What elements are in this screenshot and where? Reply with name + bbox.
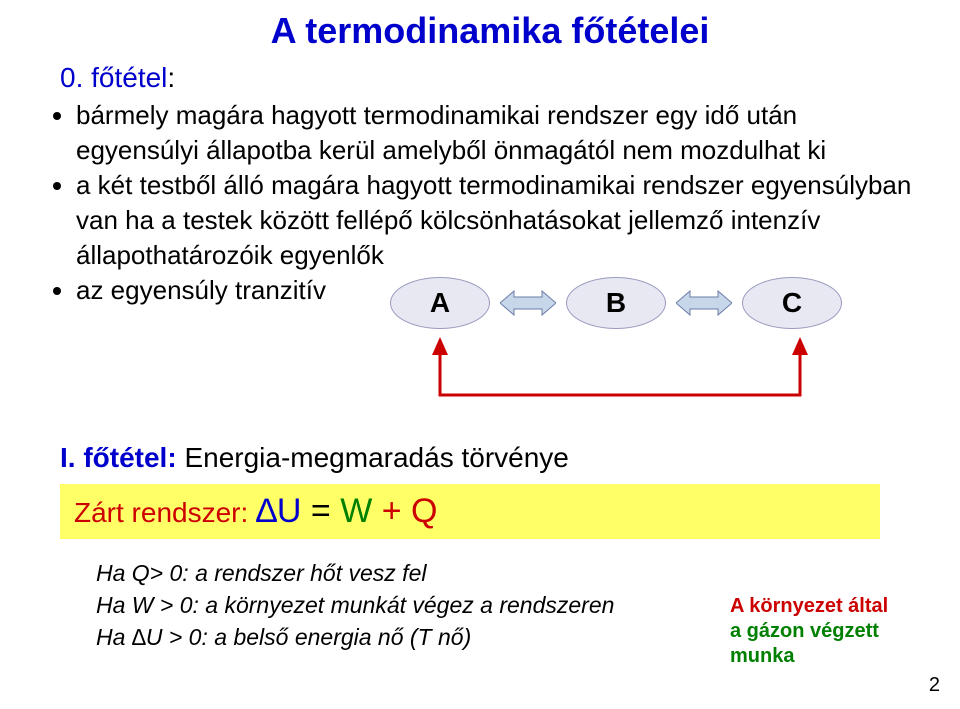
side-note-line: munka bbox=[730, 644, 930, 669]
first-law-label: I. főtétel: bbox=[60, 442, 177, 473]
side-note: A környezet által a gázon végzett munka bbox=[730, 594, 930, 669]
red-connector-icon bbox=[390, 337, 920, 412]
page-title: A termodinamika főtételei bbox=[60, 10, 920, 52]
side-note-line: A környezet által bbox=[730, 594, 930, 619]
formula-lhs: ∆U bbox=[256, 492, 301, 530]
node-b: B bbox=[566, 277, 666, 329]
title-text: A termodinamika főtételei bbox=[271, 10, 710, 51]
list-item: bármely magára hagyott termodinamikai re… bbox=[76, 98, 920, 168]
node-a: A bbox=[390, 277, 490, 329]
zero-heading: 0. főtétel: bbox=[60, 62, 920, 94]
note-line: Ha Q> 0: a rendszer hőt vesz fel bbox=[96, 557, 920, 589]
formula-plus: + bbox=[382, 492, 402, 530]
transitive-diagram: A B C bbox=[390, 277, 920, 329]
box-prefix: Zárt rendszer: bbox=[74, 497, 248, 528]
side-note-line: a gázon végzett bbox=[730, 619, 930, 644]
double-arrow-icon bbox=[676, 288, 732, 318]
double-arrow-icon bbox=[500, 288, 556, 318]
formula-w: W bbox=[340, 492, 372, 530]
formula-eq: = bbox=[311, 492, 331, 530]
node-c: C bbox=[742, 277, 842, 329]
formula-box: Zárt rendszer: ∆U = W + Q bbox=[60, 484, 880, 539]
first-law-heading: I. főtétel: Energia-megmaradás törvénye bbox=[60, 442, 920, 474]
first-law-text: Energia-megmaradás törvénye bbox=[184, 442, 568, 473]
formula-q: Q bbox=[411, 492, 437, 530]
zero-colon: : bbox=[167, 62, 175, 93]
zero-heading-text: 0. főtétel bbox=[60, 62, 167, 93]
page-number: 2 bbox=[929, 674, 940, 697]
list-item: a két testből álló magára hagyott termod… bbox=[76, 168, 920, 273]
